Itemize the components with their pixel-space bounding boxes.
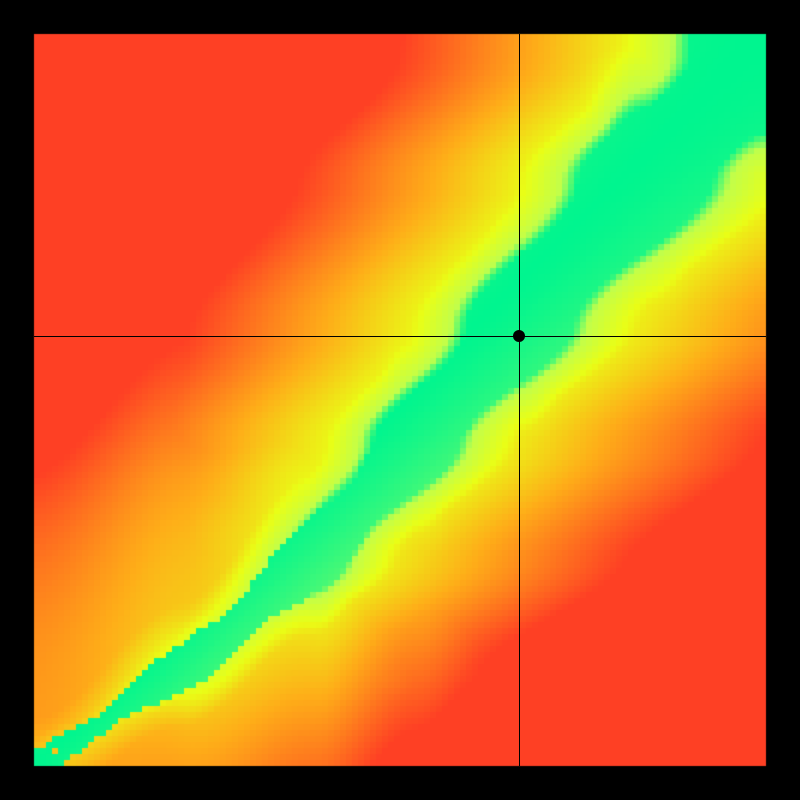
chart-container: TheBottleneck.com [0, 0, 800, 800]
crosshair-vertical [519, 34, 520, 766]
crosshair-horizontal [34, 336, 766, 337]
heatmap-canvas [0, 0, 800, 800]
watermark-text: TheBottleneck.com [555, 6, 766, 32]
